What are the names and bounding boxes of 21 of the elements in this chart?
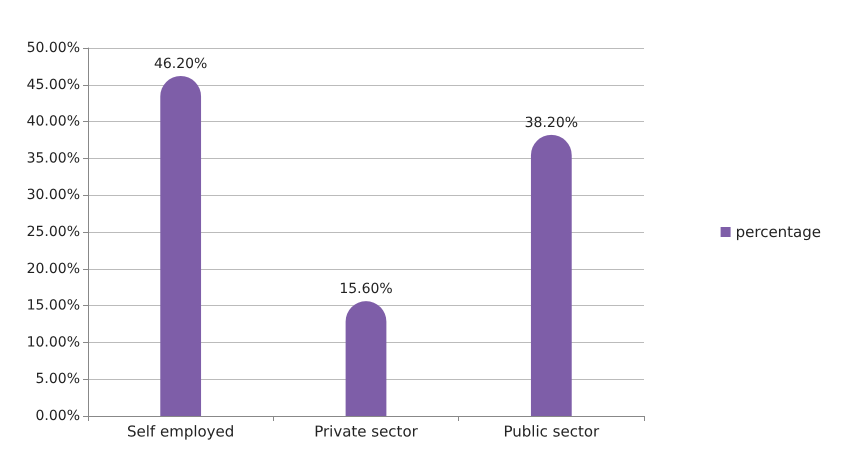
y-tick-label: 50.00% [26, 40, 80, 56]
x-tick-label: Self employed [127, 422, 234, 440]
data-label: 38.20% [524, 114, 578, 131]
y-tick-label: 25.00% [26, 224, 80, 240]
data-label: 46.20% [154, 56, 208, 72]
y-tick-label: 40.00% [26, 114, 80, 130]
bar [160, 76, 202, 416]
y-tick-label: 20.00% [26, 260, 80, 277]
x-tick-label: Public sector [503, 422, 600, 440]
y-tick-label: 30.00% [26, 187, 80, 204]
bar [530, 134, 572, 416]
y-tick-label: 15.00% [26, 298, 80, 314]
y-tick-label: 0.00% [36, 408, 80, 424]
y-tick-label: 45.00% [26, 76, 80, 93]
x-tick-label: Private sector [314, 422, 419, 440]
data-label: 15.60% [339, 281, 393, 298]
y-tick-label: 10.00% [26, 334, 80, 350]
y-tick-label: 5.00% [36, 371, 80, 388]
y-tick-label: 35.00% [26, 150, 80, 166]
bar [346, 301, 386, 416]
legend-label: percentage [736, 223, 822, 241]
